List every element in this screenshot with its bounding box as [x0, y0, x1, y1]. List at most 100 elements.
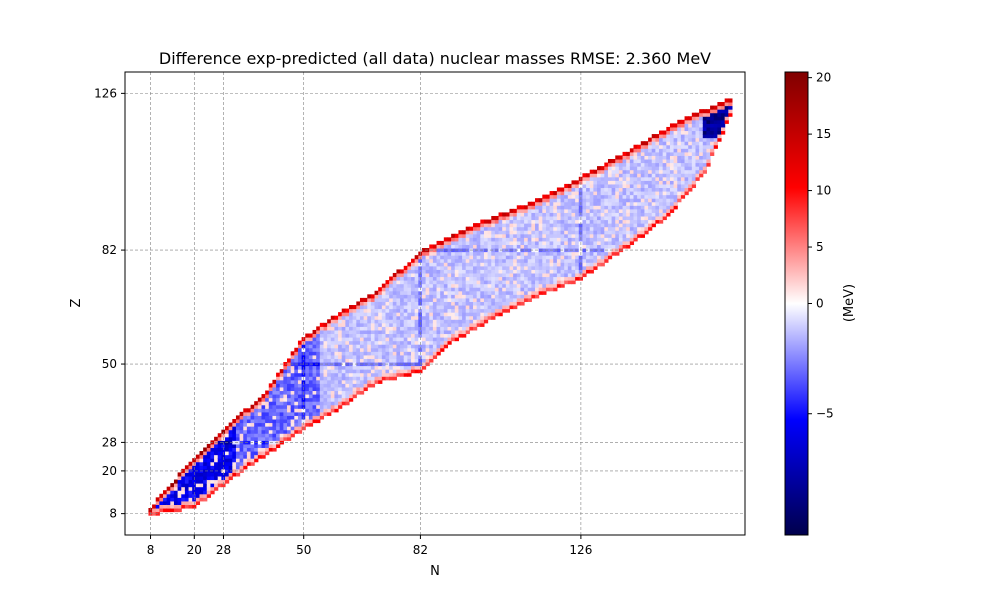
heatmap-cell: [268, 390, 273, 395]
heatmap-cell: [374, 376, 379, 381]
heatmap-cell: [239, 451, 244, 456]
heatmap-cell: [520, 223, 525, 228]
heatmap-cell: [305, 383, 310, 388]
heatmap-cell: [327, 411, 332, 416]
heatmap-cell: [600, 201, 605, 206]
heatmap-cell: [458, 329, 463, 335]
heatmap-cell: [414, 276, 419, 281]
heatmap-cell: [483, 240, 489, 246]
heatmap-cell: [297, 354, 303, 359]
heatmap-cell: [680, 123, 686, 128]
heatmap-cell: [505, 255, 511, 260]
heatmap-cell: [279, 436, 284, 441]
heatmap-cell: [637, 158, 642, 164]
heatmap-cell: [283, 415, 288, 420]
heatmap-cell: [611, 251, 616, 256]
heatmap-cell: [392, 305, 397, 310]
heatmap-cell: [618, 187, 624, 192]
heatmap-cell: [659, 191, 664, 196]
heatmap-cell: [239, 458, 244, 463]
heatmap-cell: [538, 276, 543, 281]
heatmap-cell: [618, 166, 624, 171]
heatmap-cell: [392, 294, 397, 299]
heatmap-cell: [356, 329, 361, 335]
heatmap-cell: [235, 440, 241, 445]
heatmap-cell: [524, 240, 529, 246]
heatmap-cell: [564, 262, 569, 267]
heatmap-cell: [706, 116, 711, 121]
heatmap-cell: [294, 386, 299, 392]
heatmap-cell: [724, 102, 729, 107]
heatmap-cell: [429, 319, 434, 324]
heatmap-cell: [257, 397, 263, 402]
heatmap-cell: [487, 223, 492, 228]
heatmap-cell: [648, 201, 653, 206]
heatmap-cell: [389, 315, 394, 320]
heatmap-cell: [276, 394, 281, 399]
heatmap-cell: [473, 301, 478, 306]
heatmap-cell: [476, 280, 481, 285]
heatmap-cell: [250, 415, 255, 420]
heatmap-cell: [669, 137, 675, 142]
heatmap-cell: [637, 194, 642, 199]
heatmap-cell: [491, 244, 496, 249]
heatmap-cell: [604, 208, 609, 213]
heatmap-cell: [513, 305, 518, 310]
heatmap-cell: [473, 258, 478, 263]
heatmap-cell: [491, 251, 496, 256]
heatmap-cell: [261, 411, 266, 416]
heatmap-cell: [476, 262, 481, 267]
heatmap-cell: [276, 379, 281, 384]
heatmap-cell: [436, 276, 441, 281]
heatmap-cell: [305, 344, 310, 349]
heatmap-cell: [560, 215, 565, 221]
heatmap-cell: [272, 404, 277, 409]
heatmap-cell: [290, 354, 295, 359]
heatmap-cell: [564, 215, 569, 221]
heatmap-cell: [673, 198, 678, 203]
heatmap-cell: [345, 312, 350, 317]
heatmap-cell: [494, 297, 500, 302]
heatmap-cell: [586, 198, 591, 203]
heatmap-cell: [571, 208, 576, 213]
heatmap-cell: [531, 287, 536, 292]
heatmap-cell: [294, 383, 299, 388]
heatmap-cell: [626, 180, 631, 185]
heatmap-cell: [451, 262, 456, 267]
heatmap-cell: [600, 194, 605, 199]
heatmap-cell: [166, 508, 171, 513]
heatmap-cell: [421, 329, 427, 335]
heatmap-cell: [487, 272, 492, 278]
y-tick-label: 126: [94, 86, 117, 100]
heatmap-cell: [374, 369, 379, 374]
heatmap-cell: [265, 397, 270, 402]
heatmap-cell: [695, 134, 700, 139]
heatmap-cell: [494, 276, 500, 281]
heatmap-cell: [443, 240, 449, 246]
heatmap-cell: [341, 344, 346, 349]
heatmap-cell: [396, 287, 401, 292]
heatmap-cell: [432, 340, 438, 345]
heatmap-cell: [476, 312, 481, 317]
heatmap-cell: [214, 475, 219, 481]
heatmap-cell: [699, 126, 704, 132]
heatmap-cell: [170, 508, 175, 513]
heatmap-cell: [491, 233, 496, 238]
heatmap-cell: [699, 134, 704, 139]
heatmap-cell: [556, 187, 562, 192]
heatmap-cell: [673, 173, 678, 178]
heatmap-cell: [458, 269, 463, 274]
heatmap-cell: [553, 219, 558, 224]
heatmap-cell: [531, 223, 536, 228]
heatmap-cell: [447, 244, 452, 249]
heatmap-cell: [520, 255, 525, 260]
heatmap-cell: [301, 404, 306, 409]
heatmap-cell: [473, 269, 478, 274]
heatmap-cell: [425, 301, 430, 306]
heatmap-cell: [509, 269, 514, 274]
heatmap-cell: [389, 308, 394, 313]
heatmap-cell: [491, 308, 496, 313]
heatmap-cell: [199, 454, 204, 459]
heatmap-cell: [604, 215, 609, 221]
heatmap-cell: [469, 237, 474, 242]
